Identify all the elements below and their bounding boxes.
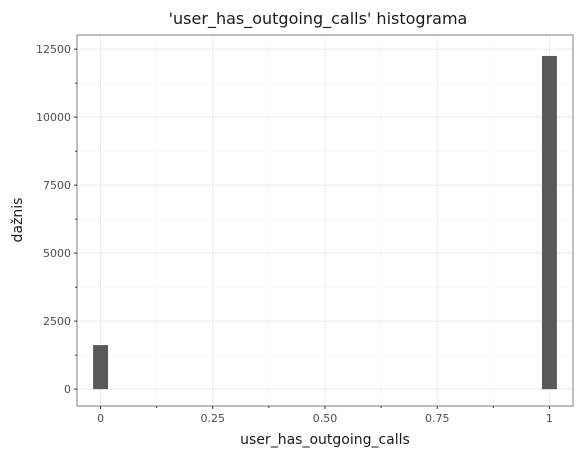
chart-title: 'user_has_outgoing_calls' histograma — [169, 9, 468, 29]
y-tick-label: 7500 — [43, 179, 71, 192]
y-tick-label: 10000 — [36, 111, 71, 124]
y-axis-title: dažnis — [10, 198, 26, 243]
x-axis: 0 0.25 0.50 0.75 1 — [97, 406, 553, 425]
histogram-bar — [93, 345, 109, 390]
x-tick-label: 0 — [97, 412, 104, 425]
grid-lines — [77, 35, 573, 406]
x-tick-label: 0.75 — [425, 412, 450, 425]
x-axis-title: user_has_outgoing_calls — [240, 432, 410, 448]
x-tick-label: 0.25 — [201, 412, 226, 425]
y-tick-label: 5000 — [43, 247, 71, 260]
y-axis: 0 2500 5000 7500 10000 12500 — [36, 43, 77, 396]
x-tick-label: 1 — [546, 412, 553, 425]
y-tick-label: 0 — [64, 383, 71, 396]
y-tick-label: 2500 — [43, 315, 71, 328]
histogram-bar — [541, 55, 557, 390]
y-tick-label: 12500 — [36, 43, 71, 56]
bars — [93, 55, 557, 390]
x-tick-label: 0.50 — [313, 412, 338, 425]
